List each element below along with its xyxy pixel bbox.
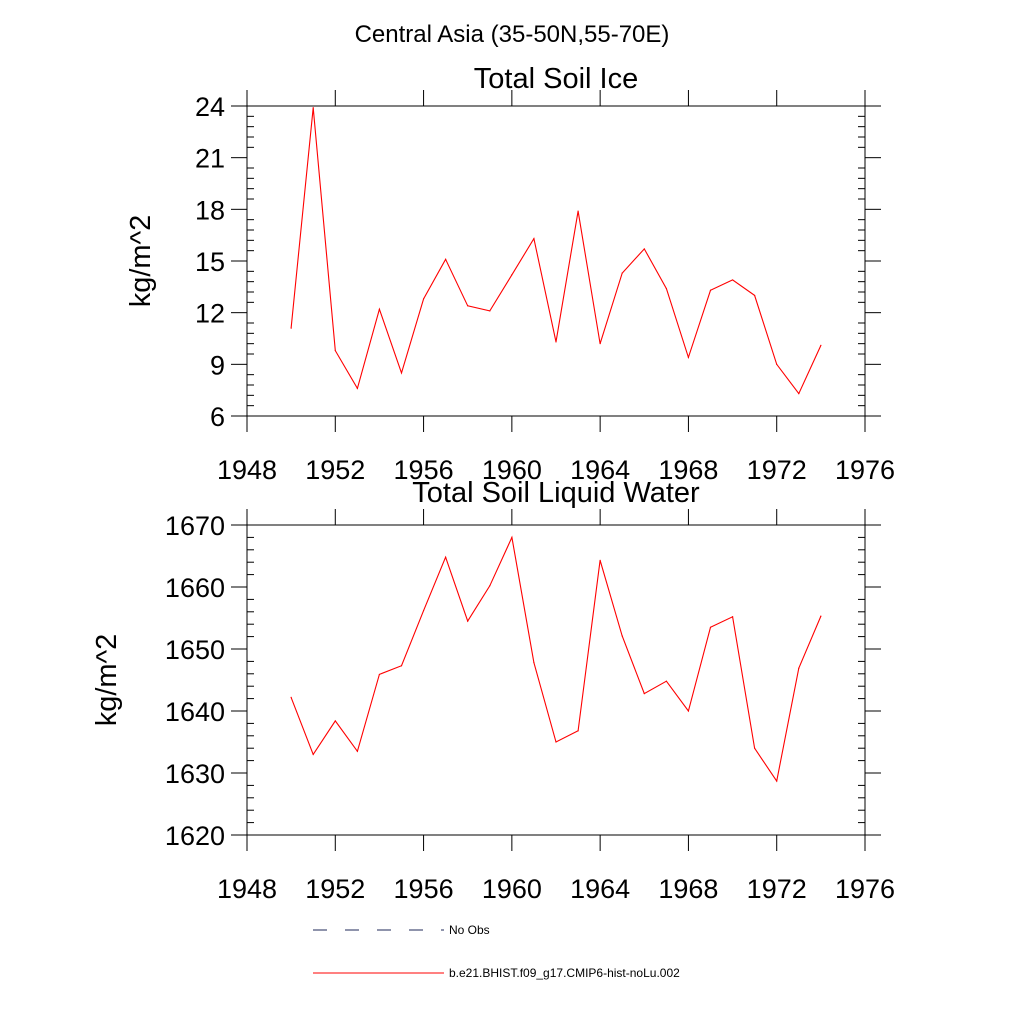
chart-soil-ice-data-point [709,289,712,291]
legend-label: No Obs [449,923,490,937]
chart-soil-ice-data-point [378,308,381,310]
chart-soil-liquid-water-data-point [754,747,756,749]
chart-soil-liquid-water-x-tick-label: 1956 [394,874,454,904]
chart-soil-ice-data-point [400,372,403,374]
chart-soil-liquid-water-title: Total Soil Liquid Water [412,477,700,509]
chart-soil-ice-x-tick-label: 1976 [835,455,895,485]
chart-soil-ice-x-tick-label: 1952 [305,455,365,485]
chart-soil-liquid-water-data-point [378,673,381,676]
chart-soil-liquid-water-data-point [511,536,513,539]
chart-soil-ice-x-tick-label: 1960 [482,455,542,485]
chart-soil-ice-y-tick-label: 24 [195,92,225,122]
chart-soil-liquid-water-data-point [577,730,579,732]
chart-soil-ice-data-point [334,349,336,352]
chart-soil-liquid-water-data-point [356,750,358,752]
chart-soil-liquid-water-data-point [467,620,469,622]
chart-soil-ice-title: Total Soil Ice [474,63,638,95]
chart-soil-ice-data-point [621,272,623,274]
chart-soil-liquid-water-data-point [643,693,645,695]
chart-soil-ice-data-point [643,248,645,250]
chart-soil-liquid-water-data-point [776,780,778,782]
chart-soil-ice-data-point [754,294,756,297]
chart-soil-ice-x-tick-label: 1968 [658,455,718,485]
chart-soil-liquid-water-y-tick-label: 1630 [165,759,225,789]
chart-soil-liquid-water-data-point [445,556,447,558]
chart-soil-liquid-water-data-point [820,615,822,617]
chart-soil-liquid-water-data-point [687,710,690,712]
chart-soil-liquid-water-data-point [555,741,557,743]
chart-soil-ice-x-tick-label: 1948 [217,455,277,485]
chart-soil-liquid-water-x-tick-label: 1968 [658,874,718,904]
figure-title: Central Asia (35-50N,55-70E) [355,21,670,48]
chart-soil-ice-y-tick-label: 9 [210,350,225,380]
chart-soil-ice-x-tick-label: 1956 [394,455,454,485]
chart-soil-ice-data-point [467,305,469,307]
chart-soil-ice-plot-frame [246,105,866,417]
chart-soil-liquid-water-x-tick-label: 1964 [570,874,630,904]
chart-soil-ice-x-tick-label: 1964 [570,455,630,485]
chart-soil-ice-data-point [577,210,579,212]
chart-soil-ice-data-point [665,287,667,290]
chart-soil-liquid-water-plot-frame [246,524,866,836]
chart-soil-liquid-water-data-point [709,626,712,628]
chart-soil-ice-y-tick-label: 21 [195,144,225,174]
chart-soil-liquid-water-x-tick-label: 1972 [747,874,807,904]
chart-soil-ice-data-point [511,274,513,276]
chart-soil-liquid-water-y-tick-label: 1650 [165,635,225,665]
chart-soil-liquid-water-data-point [290,696,292,698]
chart-soil-liquid-water-data-point [400,665,403,667]
chart-soil-liquid-water-y-tick-label: 1620 [165,821,225,851]
chart-soil-ice-data-point [599,343,601,345]
chart-soil-ice-data-point [290,327,292,329]
chart-soil-liquid-water-x-tick-label: 1952 [305,874,365,904]
chart-soil-liquid-water-data-point [599,559,601,561]
chart-soil-liquid-water-x-tick-label: 1960 [482,874,542,904]
chart-soil-ice-data-point [687,356,690,359]
legend: No Obs b.e21.BHIST.f09_g17.CMIP6-hist-noL… [313,923,680,980]
chart-soil-liquid-water-y-tick-label: 1660 [165,573,225,603]
chart-soil-liquid-water-data-point [312,753,314,756]
legend-label: b.e21.BHIST.f09_g17.CMIP6-hist-noLu.002 [449,966,680,980]
chart-soil-ice-y-tick-label: 6 [210,402,225,432]
chart-soil-liquid-water-data-point [422,609,425,612]
chart-soil-liquid-water-data-point [665,680,667,682]
chart-soil-ice-data-point [820,344,822,346]
chart-soil-ice-y-tick-label: 12 [195,299,225,329]
chart-soil-ice-data-point [731,279,734,281]
chart-soil-ice-data-point [489,310,491,312]
chart-soil-liquid-water-y-axis-label: kg/m^2 [91,634,123,727]
chart-soil-ice-series-line [290,107,822,395]
chart-soil-ice-data-point [798,393,800,395]
chart-soil-liquid-water-data-point [731,616,734,618]
chart-soil-liquid-water-y-tick-label: 1670 [165,511,225,541]
chart-panel-soil-ice: Total Soil Ice 6 9 12 15 18 21 24 1948 1952 1956 19… [125,63,895,485]
chart-soil-liquid-water-x-tick-label: 1948 [217,874,277,904]
chart-soil-liquid-water-y-tick-label: 1640 [165,697,225,727]
chart-soil-liquid-water-data-point [334,720,336,722]
chart-soil-ice-data-point [555,341,557,343]
chart-soil-ice-data-point [312,107,314,109]
chart-soil-liquid-water-series-line [290,535,822,783]
chart-soil-liquid-water-data-point [489,585,491,587]
chart-soil-ice-data-point [422,298,425,300]
chart-soil-ice-x-tick-label: 1972 [747,455,807,485]
chart-soil-liquid-water-data-point [798,667,800,669]
chart-soil-ice-data-point [356,387,358,390]
chart-panel-soil-liquid-water: Total Soil Liquid Water 1620 1630 1640 1650 1… [91,477,895,904]
chart-soil-ice-y-axis-label: kg/m^2 [125,215,157,308]
chart-soil-ice-y-tick-label: 15 [195,247,225,277]
chart-soil-ice-data-point [776,363,778,365]
chart-soil-ice-data-point [533,238,535,240]
chart-soil-liquid-water-data-point [533,662,535,664]
chart-soil-liquid-water-x-tick-label: 1976 [835,874,895,904]
chart-soil-liquid-water-data-point [621,635,623,637]
chart-soil-ice-data-point [445,258,447,260]
chart-soil-ice-y-tick-label: 18 [195,195,225,225]
